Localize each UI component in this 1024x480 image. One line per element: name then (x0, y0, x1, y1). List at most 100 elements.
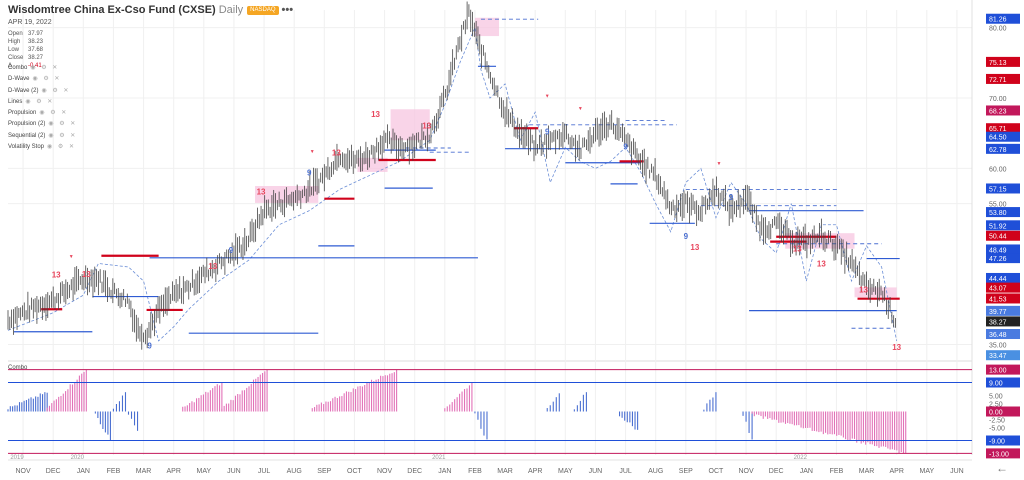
month-label: APR (889, 468, 903, 475)
price-tag-bg (986, 56, 1020, 67)
setup-count-label: 9 (307, 168, 312, 177)
combo-tag-bg (986, 364, 1020, 375)
study-controls-icon[interactable]: ◉ ⚙ ✕ (41, 87, 71, 94)
price-tag-label: 53.80 (989, 210, 1007, 217)
month-label: SEP (679, 468, 693, 475)
year-label: 2019 (10, 455, 24, 461)
month-label: APR (528, 468, 542, 475)
study-item[interactable]: D-Wave ◉ ⚙ ✕ (8, 74, 77, 85)
setup-count-label: 13 (892, 343, 901, 352)
combo-axis-label: 5.00 (989, 393, 1003, 400)
ohlc-row: Close 38.27 (8, 54, 293, 62)
price-axis-label: 70.00 (989, 96, 1007, 103)
combo-tag-label: -13.00 (989, 451, 1009, 458)
price-axis-label: 80.00 (989, 26, 1007, 33)
price-tag-bg (986, 272, 1020, 283)
study-label: D-Wave (2) (8, 87, 39, 94)
study-controls-icon[interactable]: ◉ ⚙ ✕ (47, 144, 77, 151)
month-label: DEC (46, 468, 61, 475)
price-tag-label: 48.49 (989, 247, 1007, 254)
setup-count-label: 13 (817, 259, 826, 268)
setup-count-label: 13 (690, 243, 699, 252)
price-tag-label: 64.50 (989, 135, 1007, 142)
month-label: JUN (950, 468, 964, 475)
month-label: FEB (107, 468, 121, 475)
setup-count-label: 9 (623, 142, 628, 151)
price-tag-bg (986, 105, 1020, 116)
study-item[interactable]: Propulsion ◉ ⚙ ✕ (8, 108, 77, 119)
chart-header: Wisdomtree China Ex-Cso Fund (CXSE) Daily… (8, 4, 293, 70)
month-label: JUN (589, 468, 603, 475)
price-tag-bg (986, 220, 1020, 231)
price-tag-label: 57.15 (989, 186, 1007, 193)
study-controls-icon[interactable]: ◉ ⚙ ✕ (25, 98, 55, 105)
price-tag-bg (986, 73, 1020, 84)
study-label: Lines (8, 98, 23, 105)
study-controls-icon[interactable]: ◉ ⚙ ✕ (30, 65, 60, 71)
month-label: AUG (287, 468, 302, 475)
price-axis[interactable]: 81.26 80.00 75.13 72.71 70.00 68.23 65.71 64.50… (986, 13, 1020, 459)
study-label: Combo (8, 65, 28, 71)
more-options-icon[interactable]: ••• (281, 4, 294, 16)
price-tag-label: 81.26 (989, 17, 1007, 24)
study-controls-icon[interactable]: ◉ ⚙ ✕ (48, 121, 78, 128)
price-tag-bg (986, 350, 1020, 361)
month-label: JUL (258, 468, 271, 475)
ohlc-value: 38.27 (28, 54, 44, 61)
setup-count-label: 13 (52, 271, 61, 280)
month-label: SEP (317, 468, 331, 475)
chart-title[interactable]: Wisdomtree China Ex-Cso Fund (CXSE) (8, 4, 216, 16)
volatility-stop-layer (7, 26, 898, 342)
study-controls-icon[interactable]: ◉ ⚙ ✕ (39, 110, 69, 117)
price-tag-label: 41.53 (989, 296, 1007, 303)
combo-tag-label: 0.00 (989, 410, 1003, 417)
signal-marker-icon: ▼ (545, 93, 550, 99)
combo-subchart (7, 369, 972, 454)
combo-tag-label: 9.00 (989, 381, 1003, 388)
combo-axis-label: -5.00 (989, 426, 1005, 433)
back-arrow-icon[interactable]: ← (996, 461, 1008, 475)
study-item[interactable]: Sequential (2) ◉ ⚙ ✕ (8, 131, 77, 142)
study-item[interactable]: Lines ◉ ⚙ ✕ (8, 97, 77, 108)
price-tag-bg (986, 305, 1020, 316)
price-axis-label: 55.00 (989, 202, 1007, 209)
study-label: Propulsion (2) (8, 121, 46, 128)
setup-count-label: 9 (147, 342, 152, 351)
study-controls-icon[interactable]: ◉ ⚙ ✕ (48, 132, 78, 139)
price-tag-label: 47.26 (989, 256, 1007, 263)
price-tag-label: 33.47 (989, 353, 1007, 360)
ohlc-key: Low (8, 46, 20, 53)
year-label: 2021 (432, 455, 446, 461)
price-tag-label: 65.71 (989, 126, 1007, 133)
price-tag-bg (986, 183, 1020, 194)
price-tag-label: 50.44 (989, 234, 1007, 241)
setup-count-label: 9 (684, 232, 689, 241)
signal-marker-icon: ▼ (578, 106, 583, 112)
ohlc-key: Open (8, 30, 23, 37)
study-item[interactable]: Volatility Stop ◉ ⚙ ✕ (8, 142, 77, 153)
price-tag-label: 68.23 (989, 108, 1007, 115)
ohlc-value: 37.68 (28, 46, 44, 53)
timeframe[interactable]: Daily (218, 4, 244, 16)
setup-count-label: 13 (208, 262, 217, 271)
price-tag-label: 62.78 (989, 147, 1007, 154)
ohlc-key: Δ (8, 62, 13, 69)
ohlc-key: Close (8, 54, 24, 61)
study-label: D-Wave (8, 76, 30, 83)
month-label: JUN (227, 468, 241, 475)
study-controls-icon[interactable]: ◉ ⚙ ✕ (32, 76, 62, 83)
ohlc-value: -0.41 (28, 62, 42, 69)
cursor-date: APR 19, 2022 (8, 19, 52, 27)
month-label: DEC (769, 468, 784, 475)
ohlc-row: High 38.23 (8, 38, 293, 46)
combo-axis-label: 2.50 (989, 401, 1003, 408)
shaded-zone (390, 109, 430, 141)
signal-marker-icon: ▼ (310, 149, 315, 155)
price-tag-bg (986, 131, 1020, 142)
time-axis[interactable]: NOV DEC JAN FEB MAR APR MAY JUN JUL AUG SEP OCT NOV D… (10, 455, 963, 475)
study-item[interactable]: D-Wave (2) ◉ ⚙ ✕ (8, 86, 77, 97)
study-item[interactable]: Propulsion (2) ◉ ⚙ ✕ (8, 119, 77, 130)
study-item[interactable]: Combo ◉ ⚙ ✕ (8, 63, 77, 74)
month-label: DEC (407, 468, 422, 475)
